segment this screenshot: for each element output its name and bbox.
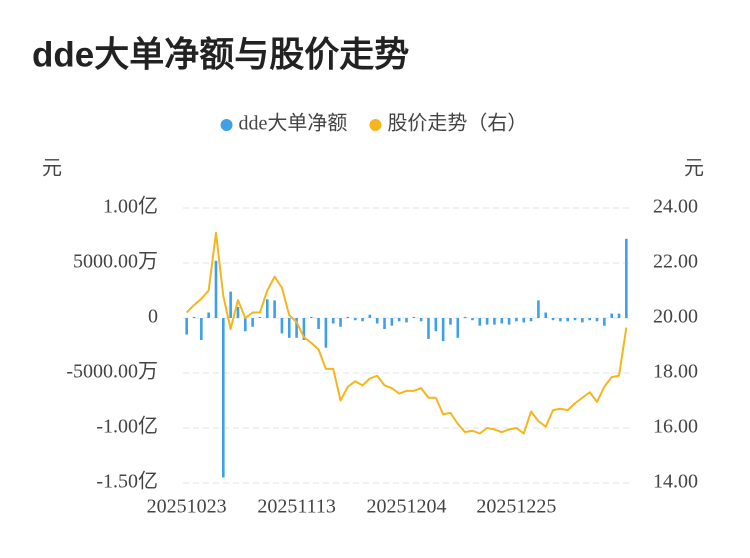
- bar: [280, 318, 284, 334]
- bar: [324, 318, 328, 348]
- bar: [368, 314, 372, 318]
- x-tick-label: 20251225: [476, 496, 556, 518]
- bar: [551, 318, 555, 321]
- bar: [287, 318, 291, 338]
- bar: [522, 318, 526, 323]
- chart-title: dde大单净额与股价走势: [32, 35, 409, 74]
- y-tick-label: 1.00亿: [103, 195, 158, 218]
- bar: [295, 318, 298, 338]
- bar: [339, 318, 342, 327]
- bar: [397, 318, 401, 322]
- bar: [258, 316, 262, 318]
- bar: [331, 318, 335, 324]
- bar: [207, 312, 210, 318]
- x-tick-label: 20251204: [367, 496, 447, 518]
- y2-tick-label: 18.00: [653, 361, 698, 383]
- bar: [353, 318, 357, 321]
- bar: [507, 318, 511, 325]
- bar: [588, 318, 591, 321]
- bar: [419, 318, 423, 322]
- bar: [595, 318, 599, 322]
- bar: [273, 300, 276, 318]
- y-tick-label: -1.00亿: [96, 415, 158, 438]
- x-tick-label: 20251113: [257, 496, 336, 518]
- bar: [515, 318, 518, 322]
- bar: [537, 300, 540, 318]
- bar: [200, 318, 203, 340]
- bar: [346, 316, 350, 318]
- bar: [456, 318, 460, 338]
- bar: [566, 318, 570, 322]
- bar: [471, 318, 474, 321]
- bar: [192, 316, 196, 318]
- bar: [478, 318, 482, 326]
- y-tick-label: 5000.00万: [73, 251, 158, 273]
- bar: [581, 318, 584, 323]
- y-tick-label: -5000.00万: [66, 361, 158, 383]
- bar: [251, 318, 254, 327]
- y-tick-label: 0: [148, 306, 158, 328]
- bar: [463, 316, 467, 318]
- bar: [449, 318, 452, 325]
- bar: [390, 318, 394, 326]
- bar: [603, 318, 606, 326]
- bar: [361, 318, 364, 322]
- y2-axis-label: 元: [684, 158, 704, 180]
- legend-marker: [220, 119, 233, 131]
- bar: [405, 318, 408, 323]
- bar: [441, 318, 445, 342]
- bar: [485, 318, 489, 325]
- bar: [317, 318, 320, 329]
- bar: [229, 291, 232, 318]
- bar: [434, 318, 438, 332]
- bar: [302, 318, 306, 340]
- bar: [573, 318, 577, 321]
- y2-tick-label: 24.00: [653, 196, 698, 218]
- bar: [544, 312, 548, 318]
- bar: [625, 238, 628, 318]
- bar: [493, 318, 496, 325]
- y2-tick-label: 16.00: [653, 416, 698, 438]
- y-axis-label: 元: [42, 158, 62, 180]
- y2-tick-label: 20.00: [653, 306, 698, 328]
- bar: [185, 318, 188, 335]
- y-tick-label: -1.50亿: [96, 470, 158, 493]
- legend-marker: [369, 119, 382, 131]
- bar: [265, 299, 269, 318]
- bar: [236, 307, 240, 318]
- bar: [617, 313, 621, 318]
- bar: [222, 318, 225, 478]
- y2-tick-label: 22.00: [653, 251, 698, 273]
- bar: [214, 260, 218, 318]
- bar: [243, 318, 247, 332]
- y2-tick-label: 14.00: [653, 471, 698, 493]
- bar: [529, 318, 533, 322]
- bar: [500, 318, 504, 324]
- bar: [610, 313, 613, 318]
- x-tick-label: 20251023: [147, 496, 227, 518]
- legend-label: 股价走势（右）: [387, 112, 527, 135]
- bar: [427, 318, 430, 339]
- legend-label: dde大单净额: [239, 112, 348, 135]
- bar: [375, 318, 379, 324]
- bar: [559, 318, 562, 322]
- bar: [412, 316, 416, 318]
- price-line: [185, 231, 628, 435]
- bar: [309, 316, 313, 318]
- bar: [383, 318, 386, 329]
